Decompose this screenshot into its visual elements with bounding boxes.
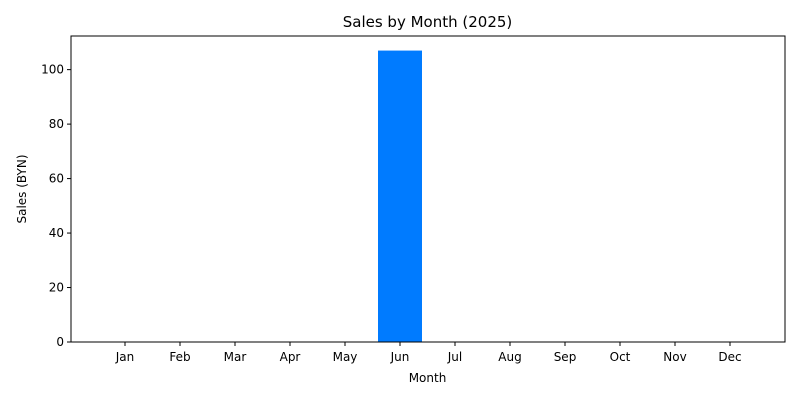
x-tick-label: Dec: [718, 350, 741, 364]
x-tick-label: Aug: [498, 350, 521, 364]
plot-frame: [70, 35, 786, 343]
x-tick-label: Oct: [610, 350, 631, 364]
x-tick-label: Jun: [390, 350, 410, 364]
x-tick-label: Mar: [224, 350, 247, 364]
x-tick-label: May: [333, 350, 358, 364]
y-tick-label: 60: [49, 172, 64, 186]
x-tick-label: Apr: [280, 350, 301, 364]
y-tick-label: 100: [41, 63, 64, 77]
bar-jun: [378, 50, 422, 342]
x-tick-label: Sep: [554, 350, 577, 364]
x-axis-label: Month: [409, 371, 447, 385]
bars-group: [378, 50, 422, 342]
x-tick-label: Jul: [447, 350, 462, 364]
chart-title: Sales by Month (2025): [343, 13, 513, 31]
x-axis-ticks: Jan Feb Mar Apr May Jun Jul Aug Sep Oct Nov Dec: [115, 342, 742, 364]
y-tick-label: 0: [56, 335, 64, 349]
y-tick-label: 80: [49, 117, 64, 131]
y-tick-label: 40: [49, 226, 64, 240]
x-tick-label: Feb: [169, 350, 190, 364]
y-axis-ticks: 0 20 40 60 80 100: [41, 63, 71, 349]
y-tick-label: 20: [49, 281, 64, 295]
y-axis-label: Sales (BYN): [15, 155, 29, 224]
x-tick-label: Nov: [663, 350, 686, 364]
x-tick-label: Jan: [115, 350, 135, 364]
